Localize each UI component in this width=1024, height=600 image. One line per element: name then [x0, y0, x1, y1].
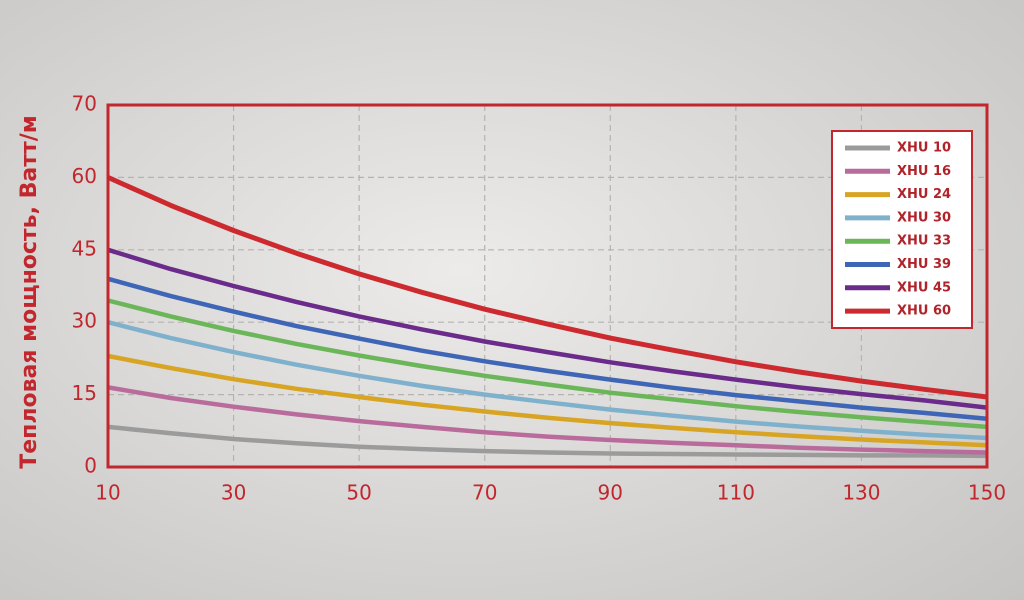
x-tick-label: 90 [598, 481, 623, 505]
x-tick-label: 150 [968, 481, 1006, 505]
y-tick-label: 60 [72, 164, 97, 188]
legend-box [831, 130, 973, 329]
y-tick-label: 30 [72, 309, 97, 333]
data-line [107, 320, 988, 441]
x-tick-label: 110 [717, 481, 755, 505]
data-line [107, 424, 988, 459]
x-tick-label: 50 [346, 481, 371, 505]
legend-label: XHU 39 [897, 257, 951, 272]
legend-label: XHU 24 [897, 187, 951, 202]
x-tick-label: 10 [95, 481, 120, 505]
legend-label: XHU 60 [897, 304, 951, 319]
y-axis-label: Тепловая мощность, Ватт/м [17, 115, 42, 469]
legend-label: XHU 45 [897, 280, 951, 295]
data-line [107, 247, 988, 410]
legend-label: XHU 10 [897, 141, 951, 156]
legend-label: XHU 30 [897, 210, 951, 225]
data-line [107, 276, 988, 421]
x-tick-label: 30 [221, 481, 246, 505]
x-tick-label: 70 [472, 481, 497, 505]
data-line [107, 353, 988, 448]
data-line [106, 175, 988, 400]
x-tick-label: 130 [842, 481, 880, 505]
legend-label: XHU 16 [897, 164, 951, 179]
y-tick-label: 70 [72, 92, 97, 116]
legend-label: XHU 33 [897, 234, 951, 249]
y-tick-label: 45 [72, 236, 97, 260]
data-line [107, 298, 988, 430]
y-tick-label: 0 [84, 454, 97, 478]
plot-frame [106, 103, 989, 469]
data-line [107, 385, 988, 455]
y-tick-label: 15 [72, 381, 97, 405]
